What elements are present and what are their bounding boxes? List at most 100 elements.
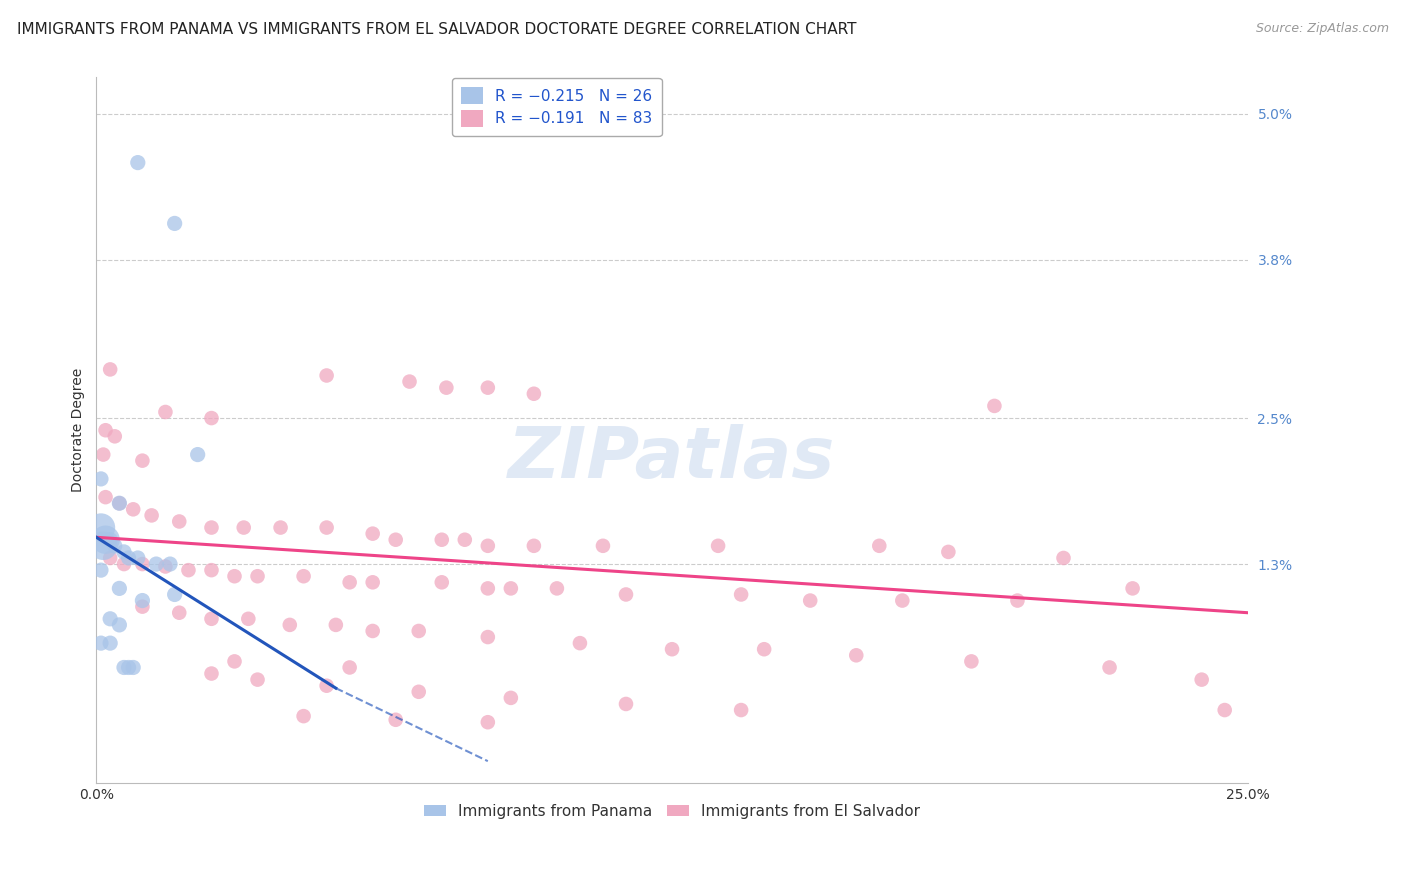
Point: [270, 520, 292, 534]
Point: [108, 582, 131, 596]
Point: [546, 582, 568, 596]
Point: [614, 587, 637, 601]
Point: [730, 703, 752, 717]
Point: [246, 673, 269, 687]
Point: [200, 666, 222, 681]
Point: [90, 563, 112, 577]
Point: [108, 618, 131, 632]
Point: [1007, 593, 1029, 607]
Point: [177, 563, 200, 577]
Point: [117, 660, 139, 674]
Point: [960, 654, 983, 668]
Point: [339, 575, 361, 590]
Text: ZIPatlas: ZIPatlas: [509, 424, 835, 493]
Point: [384, 713, 406, 727]
Point: [315, 520, 337, 534]
Point: [730, 587, 752, 601]
Point: [94, 533, 117, 547]
Point: [408, 685, 430, 699]
Point: [91, 448, 114, 462]
Point: [98, 612, 121, 626]
Point: [98, 636, 121, 650]
Point: [339, 660, 361, 674]
Point: [799, 593, 821, 607]
Point: [592, 539, 614, 553]
Point: [91, 539, 114, 553]
Point: [232, 520, 254, 534]
Point: [523, 386, 546, 401]
Point: [292, 569, 315, 583]
Point: [167, 515, 190, 529]
Point: [90, 520, 112, 534]
Point: [122, 660, 145, 674]
Point: [292, 709, 315, 723]
Point: [224, 569, 246, 583]
Point: [278, 618, 301, 632]
Point: [131, 453, 153, 467]
Text: IMMIGRANTS FROM PANAMA VS IMMIGRANTS FROM EL SALVADOR DOCTORATE DEGREE CORRELATI: IMMIGRANTS FROM PANAMA VS IMMIGRANTS FRO…: [17, 22, 856, 37]
Point: [707, 539, 730, 553]
Point: [131, 599, 153, 614]
Point: [131, 593, 153, 607]
Point: [499, 582, 522, 596]
Point: [477, 539, 499, 553]
Point: [104, 429, 127, 443]
Point: [112, 545, 135, 559]
Point: [1191, 673, 1213, 687]
Legend: Immigrants from Panama, Immigrants from El Salvador: Immigrants from Panama, Immigrants from …: [418, 797, 927, 825]
Point: [408, 624, 430, 638]
Point: [155, 405, 177, 419]
Point: [384, 533, 406, 547]
Point: [90, 636, 112, 650]
Point: [868, 539, 890, 553]
Point: [200, 612, 222, 626]
Point: [434, 381, 457, 395]
Point: [361, 624, 384, 638]
Point: [94, 423, 117, 437]
Point: [477, 582, 499, 596]
Point: [127, 155, 149, 169]
Text: Source: ZipAtlas.com: Source: ZipAtlas.com: [1256, 22, 1389, 36]
Point: [108, 496, 131, 510]
Point: [127, 551, 149, 566]
Point: [131, 557, 153, 571]
Point: [246, 569, 269, 583]
Point: [187, 448, 209, 462]
Point: [1098, 660, 1121, 674]
Point: [1052, 551, 1074, 566]
Point: [112, 557, 135, 571]
Point: [200, 520, 222, 534]
Point: [398, 375, 420, 389]
Point: [200, 411, 222, 425]
Point: [1213, 703, 1236, 717]
Point: [361, 575, 384, 590]
Point: [499, 690, 522, 705]
Point: [938, 545, 960, 559]
Point: [98, 533, 121, 547]
Point: [661, 642, 683, 657]
Point: [117, 551, 139, 566]
Point: [238, 612, 260, 626]
Point: [477, 630, 499, 644]
Point: [614, 697, 637, 711]
Point: [155, 559, 177, 574]
Point: [361, 526, 384, 541]
Point: [891, 593, 914, 607]
Point: [159, 557, 181, 571]
Point: [145, 557, 167, 571]
Point: [983, 399, 1005, 413]
Point: [163, 216, 186, 230]
Point: [752, 642, 775, 657]
Point: [94, 490, 117, 504]
Point: [523, 539, 546, 553]
Point: [163, 587, 186, 601]
Point: [315, 368, 337, 383]
Point: [224, 654, 246, 668]
Point: [141, 508, 163, 523]
Point: [167, 606, 190, 620]
Point: [315, 679, 337, 693]
Point: [430, 575, 453, 590]
Point: [108, 496, 131, 510]
Point: [200, 563, 222, 577]
Point: [845, 648, 868, 663]
